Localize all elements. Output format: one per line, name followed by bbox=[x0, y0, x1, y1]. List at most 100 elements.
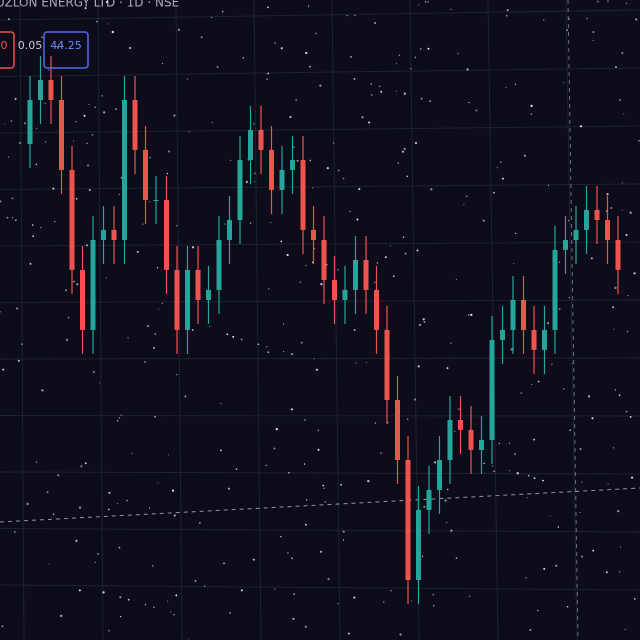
noise-dot bbox=[326, 166, 329, 170]
candle-body bbox=[374, 289, 379, 330]
noise-dot bbox=[563, 388, 565, 390]
noise-dot bbox=[417, 365, 420, 368]
candle-body bbox=[437, 460, 442, 490]
noise-dot bbox=[547, 184, 550, 186]
noise-dot bbox=[322, 484, 325, 487]
noise-dot bbox=[592, 31, 595, 33]
noise-dot bbox=[170, 611, 172, 613]
noise-dot bbox=[383, 601, 385, 603]
noise-dot bbox=[167, 600, 169, 602]
noise-dot bbox=[280, 47, 283, 50]
noise-dot bbox=[267, 351, 270, 354]
noise-dot bbox=[621, 209, 623, 211]
noise-dot bbox=[612, 306, 615, 309]
candle-body bbox=[300, 160, 306, 230]
noise-dot bbox=[597, 0, 599, 3]
noise-dot bbox=[176, 374, 178, 376]
noise-dot bbox=[4, 123, 6, 125]
noise-dot bbox=[253, 122, 255, 125]
noise-dot bbox=[505, 14, 508, 17]
candle-body bbox=[185, 269, 190, 330]
noise-dot bbox=[635, 18, 638, 21]
noise-dot bbox=[455, 557, 458, 559]
noise-dot bbox=[315, 368, 319, 372]
noise-dot bbox=[31, 224, 34, 226]
noise-dot bbox=[46, 491, 49, 494]
noise-dot bbox=[156, 267, 159, 269]
noise-dot bbox=[144, 603, 147, 606]
noise-dot bbox=[96, 20, 98, 23]
noise-dot bbox=[568, 18, 570, 20]
noise-dot bbox=[118, 546, 121, 549]
noise-dot bbox=[17, 359, 20, 362]
noise-dot bbox=[75, 539, 78, 542]
noise-dot bbox=[621, 182, 623, 184]
noise-dot bbox=[468, 314, 470, 316]
noise-dot bbox=[186, 78, 189, 80]
candle-body bbox=[153, 200, 159, 201]
noise-dot bbox=[209, 326, 211, 328]
candle-body bbox=[80, 269, 85, 330]
noise-dot bbox=[621, 52, 624, 55]
noise-dot bbox=[307, 5, 310, 7]
noise-dot bbox=[280, 535, 282, 538]
grid-line bbox=[0, 183, 640, 190]
noise-dot bbox=[103, 111, 106, 114]
noise-dot bbox=[226, 333, 229, 336]
noise-dot bbox=[115, 108, 118, 111]
noise-dot bbox=[613, 328, 615, 330]
noise-dot bbox=[537, 380, 540, 383]
noise-dot bbox=[427, 1, 429, 3]
noise-dot bbox=[617, 510, 620, 513]
noise-dot bbox=[407, 418, 409, 420]
noise-dot bbox=[618, 571, 621, 573]
noise-dot bbox=[427, 47, 430, 50]
noise-dot bbox=[274, 42, 276, 44]
noise-dot bbox=[508, 442, 511, 444]
candle-body bbox=[237, 160, 243, 220]
noise-dot bbox=[158, 308, 160, 310]
noise-dot bbox=[542, 479, 544, 482]
price-box[interactable] bbox=[43, 31, 89, 69]
noise-dot bbox=[171, 489, 175, 492]
noise-dot bbox=[358, 187, 361, 191]
noise-dot bbox=[557, 526, 560, 528]
noise-dot bbox=[275, 427, 278, 431]
noise-dot bbox=[429, 100, 431, 102]
price-box-label: 44.25 bbox=[50, 39, 82, 52]
noise-dot bbox=[510, 348, 513, 351]
noise-dot bbox=[48, 563, 50, 565]
noise-dot bbox=[14, 219, 17, 222]
candle-body bbox=[353, 260, 358, 290]
candle-body bbox=[174, 269, 180, 330]
noise-dot bbox=[505, 86, 507, 89]
noise-dot bbox=[469, 595, 471, 597]
noise-dot bbox=[200, 36, 203, 39]
noise-dot bbox=[470, 313, 473, 317]
noise-dot bbox=[266, 346, 268, 348]
noise-dot bbox=[88, 189, 91, 192]
noise-dot bbox=[292, 617, 295, 621]
noise-dot bbox=[253, 172, 256, 175]
noise-dot bbox=[625, 234, 628, 237]
noise-dot bbox=[619, 99, 621, 101]
noise-dot bbox=[26, 502, 29, 506]
noise-dot bbox=[614, 389, 617, 391]
noise-dot bbox=[274, 588, 276, 590]
noise-dot bbox=[627, 295, 629, 297]
noise-dot bbox=[340, 483, 343, 486]
noise-dot bbox=[29, 262, 32, 265]
noise-dot bbox=[458, 408, 460, 410]
noise-dot bbox=[266, 78, 268, 80]
grid-line bbox=[0, 528, 640, 533]
noise-dot bbox=[581, 555, 583, 558]
noise-dot bbox=[419, 48, 422, 50]
noise-dot bbox=[533, 438, 536, 441]
noise-dot bbox=[592, 549, 595, 552]
noise-dot bbox=[127, 598, 130, 601]
noise-dot bbox=[418, 4, 420, 6]
candle-body bbox=[552, 249, 558, 330]
noise-dot bbox=[466, 68, 469, 71]
noise-dot bbox=[514, 453, 516, 456]
noise-dot bbox=[98, 382, 101, 384]
